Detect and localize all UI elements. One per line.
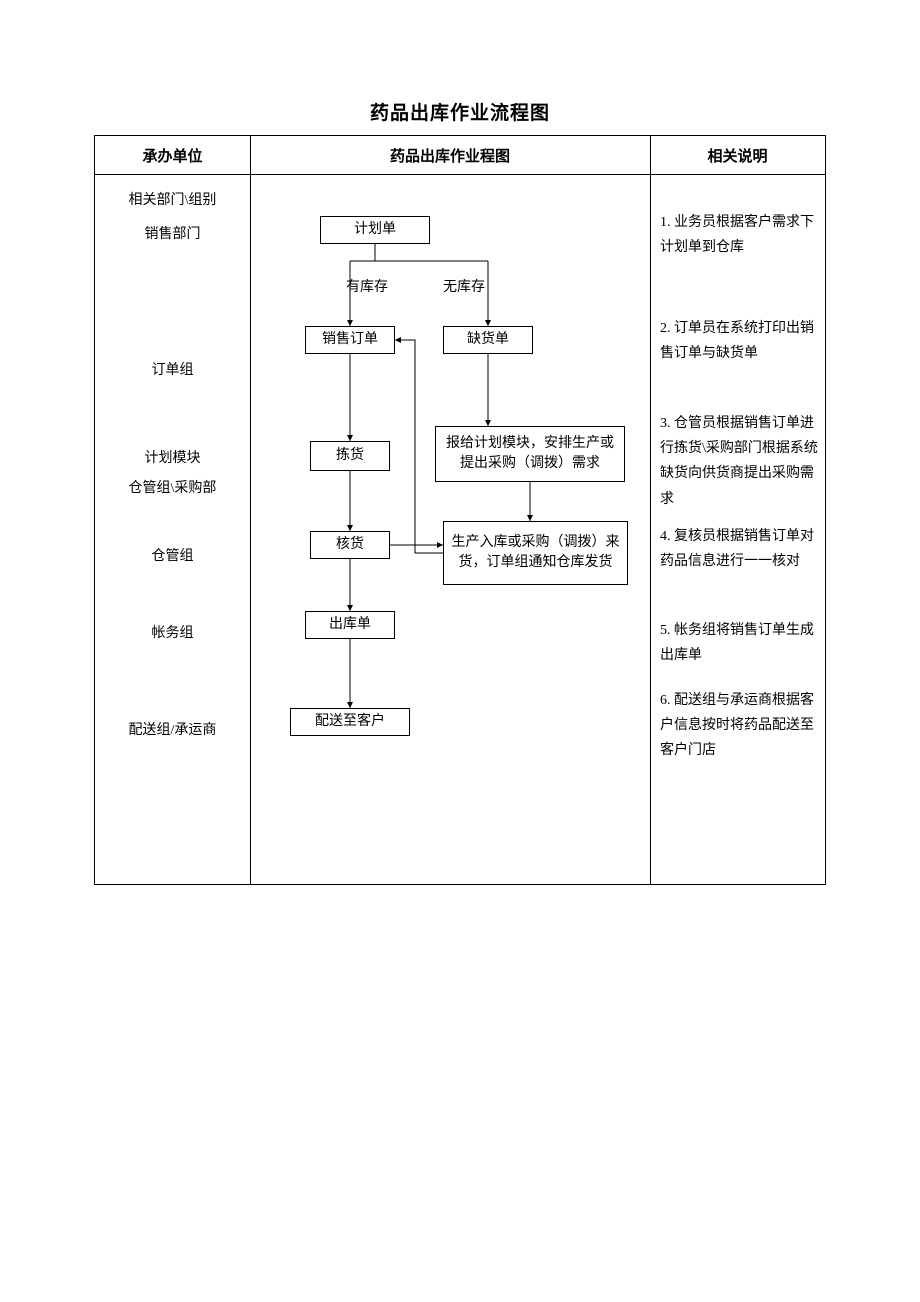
page-title: 药品出库作业流程图 xyxy=(0,98,920,125)
col-divider-1 xyxy=(250,136,251,884)
node-report: 报给计划模块，安排生产或提出采购（调拨）需求 xyxy=(435,426,625,482)
unit-label: 订单组 xyxy=(95,358,250,385)
col-header-unit: 承办单位 xyxy=(95,136,250,174)
unit-label: 仓管组\采购部 xyxy=(95,476,250,503)
col-header-notes: 相关说明 xyxy=(650,136,825,174)
unit-label: 相关部门\组别 xyxy=(95,188,250,215)
edge-label-no-stock: 无库存 xyxy=(443,276,485,296)
unit-label: 计划模块 xyxy=(95,446,250,473)
node-outbound: 出库单 xyxy=(305,611,395,639)
node-sales-order: 销售订单 xyxy=(305,326,395,354)
col-header-flow: 药品出库作业程图 xyxy=(250,136,650,174)
unit-label: 仓管组 xyxy=(95,544,250,571)
node-arrive: 生产入库或采购（调拨）来货，订单组通知仓库发货 xyxy=(443,521,628,585)
note-item: 1. 业务员根据客户需求下计划单到仓库 xyxy=(660,210,820,260)
node-shortage: 缺货单 xyxy=(443,326,533,354)
note-item: 2. 订单员在系统打印出销售订单与缺货单 xyxy=(660,316,820,366)
node-check: 核货 xyxy=(310,531,390,559)
main-table: 承办单位 药品出库作业程图 相关说明 相关部门\组别 销售部门 订单组 计划模块… xyxy=(94,135,826,885)
unit-label: 销售部门 xyxy=(95,222,250,249)
note-item: 5. 帐务组将销售订单生成出库单 xyxy=(660,618,820,668)
node-plan: 计划单 xyxy=(320,216,430,244)
note-item: 6. 配送组与承运商根据客户信息按时将药品配送至客户门店 xyxy=(660,688,820,764)
edge-label-has-stock: 有库存 xyxy=(346,276,388,296)
note-item: 3. 仓管员根据销售订单进行拣货\采购部门根据系统缺货向供货商提出采购需求 xyxy=(660,411,820,512)
unit-label: 帐务组 xyxy=(95,621,250,648)
table-header: 承办单位 药品出库作业程图 相关说明 xyxy=(95,136,825,175)
note-item: 4. 复核员根据销售订单对药品信息进行一一核对 xyxy=(660,524,820,574)
unit-label: 配送组/承运商 xyxy=(95,718,250,745)
node-pick: 拣货 xyxy=(310,441,390,471)
col-divider-2 xyxy=(650,136,651,884)
node-deliver: 配送至客户 xyxy=(290,708,410,736)
